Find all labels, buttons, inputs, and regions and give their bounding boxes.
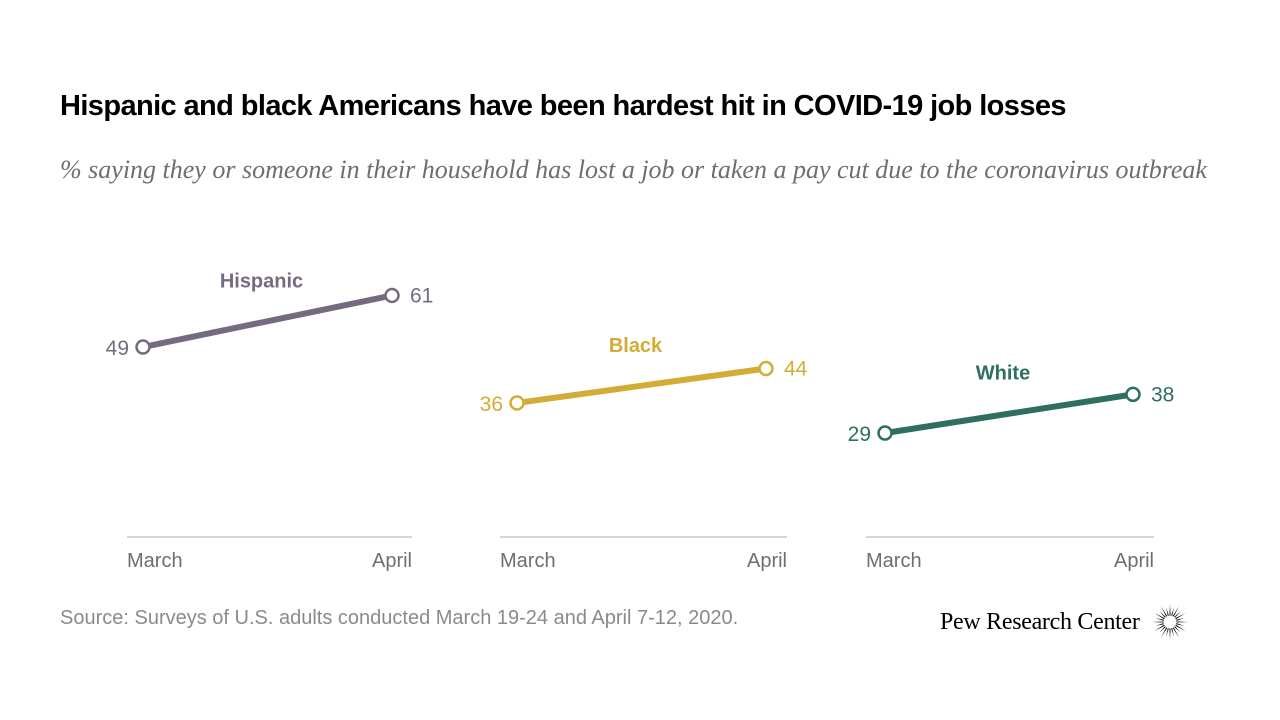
series-name-hispanic: Hispanic <box>220 270 303 292</box>
x-tick-label-black-march: March <box>500 550 556 572</box>
data-point-black-april <box>758 360 774 377</box>
data-point-hispanic-april <box>384 287 400 304</box>
pew-sunburst-icon <box>1151 604 1188 640</box>
x-tick-label-black-april: April <box>747 550 787 572</box>
data-label-black-april: 44 <box>784 358 808 381</box>
source-note: Source: Surveys of U.S. adults conducted… <box>60 607 739 629</box>
x-tick-label-hispanic-april: April <box>372 550 412 572</box>
chart-area: March April 49 61 Hispanic March April 36 44 Blac… <box>106 270 1175 572</box>
data-point-hispanic-march <box>135 339 151 355</box>
data-label-hispanic-april: 61 <box>410 284 433 307</box>
brand-name: Pew Research Center <box>940 608 1140 635</box>
series-line-white <box>884 391 1134 437</box>
series-name-black: Black <box>609 335 663 357</box>
data-point-black-march <box>509 395 525 411</box>
series-name-white: White <box>976 363 1030 385</box>
x-tick-label-white-march: March <box>866 550 922 572</box>
series-line-black <box>516 365 767 406</box>
series-line-hispanic <box>142 292 393 350</box>
brand-logo: Pew Research Center <box>940 604 1190 640</box>
chart-title: Hispanic and black Americans have been h… <box>60 90 1067 122</box>
data-label-white-march: 29 <box>848 423 871 446</box>
data-label-white-april: 38 <box>1151 383 1174 406</box>
chart-subtitle: % saying they or someone in their househ… <box>60 155 1207 184</box>
data-label-hispanic-march: 49 <box>106 337 129 360</box>
data-point-white-april <box>1125 386 1141 403</box>
x-tick-label-hispanic-march: March <box>127 550 183 572</box>
data-label-black-march: 36 <box>480 393 503 416</box>
x-tick-label-white-april: April <box>1114 550 1154 572</box>
data-point-white-march <box>877 425 893 441</box>
